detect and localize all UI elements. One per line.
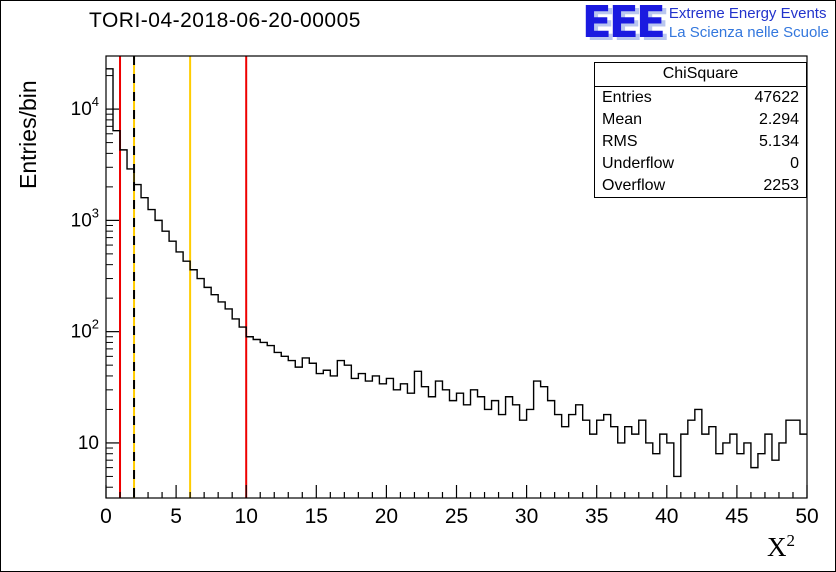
x-tick-label: 30 <box>515 505 538 528</box>
stats-row: RMS 5.134 <box>595 131 806 153</box>
eee-logo: EEE Extreme Energy Events La Scienza nel… <box>581 0 829 48</box>
x-tick-label: 10 <box>235 505 258 528</box>
stats-row-value: 47622 <box>754 89 800 106</box>
stats-rows: Entries 47622 Mean 2.294 RMS 5.134 Underflow 0 O… <box>595 87 806 197</box>
y-tick-label: 102 <box>71 317 99 343</box>
x-tick-label: 0 <box>100 505 112 528</box>
stats-row-value: 2.294 <box>758 111 799 128</box>
stats-row-label: Entries <box>602 89 652 106</box>
x-tick-label: 25 <box>445 505 468 528</box>
stats-row-label: Mean <box>602 111 643 128</box>
eee-logo-line2: La Scienza nelle Scuole <box>668 24 829 41</box>
stats-box: ChiSquare Entries 47622 Mean 2.294 RMS 5.134 U… <box>594 62 807 198</box>
stats-box-title: ChiSquare <box>595 63 806 87</box>
stats-row-value: 2253 <box>763 177 799 194</box>
stats-row: Mean 2.294 <box>595 109 806 131</box>
stats-row: Underflow 0 <box>595 153 806 175</box>
x-tick-label: 35 <box>585 505 608 528</box>
eee-logo-text: Extreme Energy Events La Scienza nelle S… <box>669 4 829 42</box>
stats-row-label: Underflow <box>602 155 675 172</box>
x-axis-title: X2 <box>767 531 795 563</box>
stats-row: Entries 47622 <box>595 87 806 109</box>
x-axis-title-exp: 2 <box>786 531 796 550</box>
x-tick-label: 50 <box>795 505 818 528</box>
x-tick-label: 40 <box>655 505 678 528</box>
eee-logo-line1: Extreme Energy Events <box>668 5 827 22</box>
x-tick-label: 45 <box>725 505 748 528</box>
y-axis-title: Entries/bin <box>15 80 41 189</box>
stats-row: Overflow 2253 <box>595 175 806 197</box>
x-axis-title-base: X <box>767 532 787 562</box>
y-tick-label: 104 <box>71 94 99 120</box>
stats-row-label: RMS <box>602 133 638 150</box>
histogram-trace <box>106 68 807 478</box>
x-tick-label: 20 <box>375 505 398 528</box>
plot-title: TORI-04-2018-06-20-00005 <box>89 9 361 32</box>
y-tick-label: 103 <box>71 205 99 231</box>
eee-logo-mark: EEE <box>581 0 666 48</box>
x-tick-label: 15 <box>305 505 328 528</box>
stats-row-label: Overflow <box>602 177 666 194</box>
stats-row-value: 5.134 <box>758 133 799 150</box>
y-tick-label: 10 <box>78 433 99 454</box>
stats-row-value: 0 <box>790 155 799 172</box>
x-tick-label: 5 <box>170 505 182 528</box>
